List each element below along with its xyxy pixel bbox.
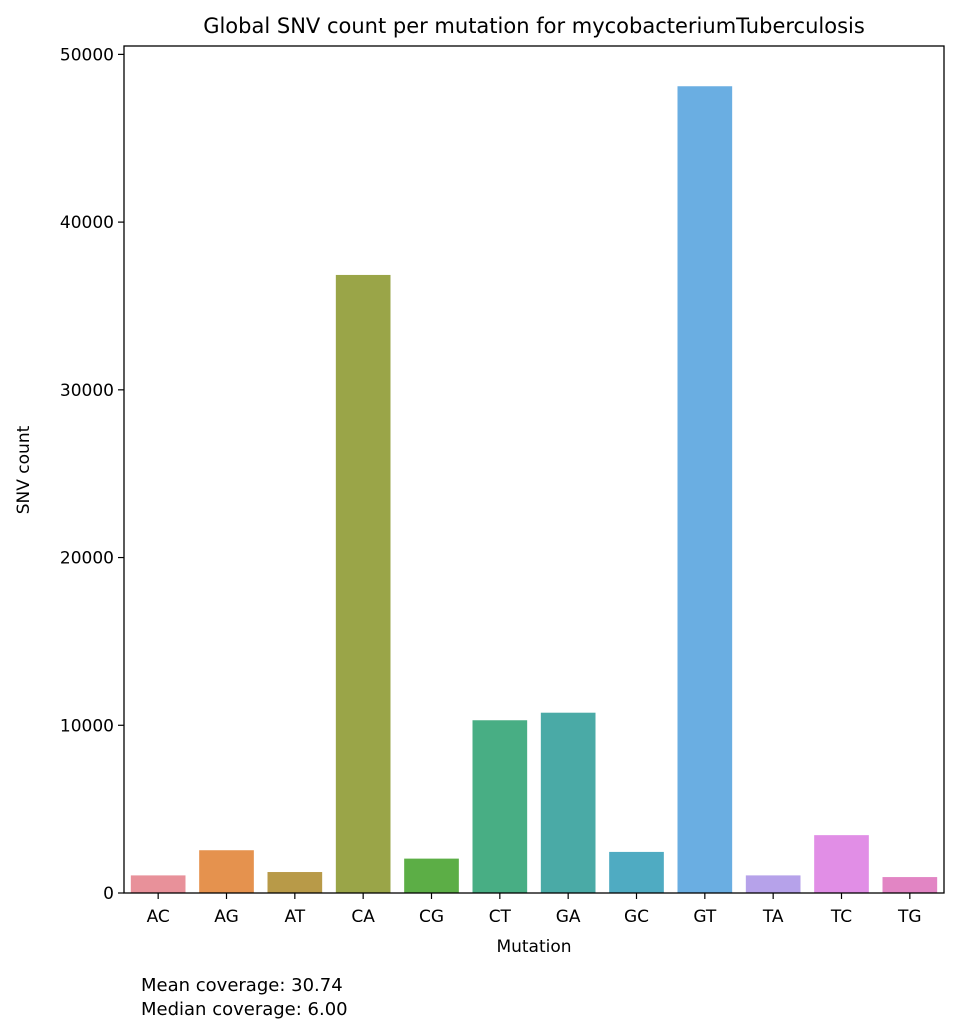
plot-frame (123, 45, 945, 894)
x-tick-label: GT (693, 907, 717, 927)
bar-ag (199, 850, 254, 893)
bar-ga (540, 712, 596, 893)
x-tick-label: AG (214, 907, 239, 927)
y-tick-label: 10000 (60, 716, 114, 736)
x-tick-label: TA (762, 907, 784, 927)
bar-chart: Global SNV count per mutation for mycoba… (14, 14, 945, 957)
x-tick-label: TC (830, 907, 852, 927)
x-tick-label: AT (284, 907, 305, 927)
bar-ac (130, 875, 186, 893)
x-tick-label: GA (556, 907, 581, 927)
bar-gt (677, 86, 733, 893)
bar-ca (335, 274, 391, 893)
y-tick-label: 50000 (60, 45, 114, 65)
x-tick-label: CG (419, 907, 444, 927)
x-tick-label: CA (351, 907, 375, 927)
x-tick-label: AC (147, 907, 170, 927)
mean-coverage-note: Mean coverage: 30.74 (141, 975, 343, 996)
x-tick-label: CT (489, 907, 512, 927)
bar-ct (472, 720, 528, 893)
x-tick-label: GC (624, 907, 649, 927)
chart-title: Global SNV count per mutation for mycoba… (203, 14, 865, 38)
y-tick-label: 30000 (60, 381, 114, 401)
median-coverage-note: Median coverage: 6.00 (141, 999, 348, 1020)
x-axis: AC AG AT CA CG CT GA GC GT TA TC TG (147, 893, 922, 927)
bar-tg (882, 877, 938, 893)
y-axis: 0 10000 20000 30000 40000 50000 (60, 45, 124, 904)
y-tick-label: 20000 (60, 549, 114, 569)
y-axis-label: SNV count (14, 425, 34, 514)
bar-ta (745, 875, 801, 893)
bar-gc (609, 851, 664, 893)
x-tick-label: TG (897, 907, 922, 927)
bar-cg (404, 858, 459, 893)
x-axis-label: Mutation (496, 937, 571, 957)
bars-layer (130, 86, 938, 893)
y-tick-label: 40000 (60, 213, 114, 233)
y-tick-label: 0 (103, 884, 114, 904)
bar-at (267, 872, 323, 893)
bar-tc (814, 835, 869, 893)
